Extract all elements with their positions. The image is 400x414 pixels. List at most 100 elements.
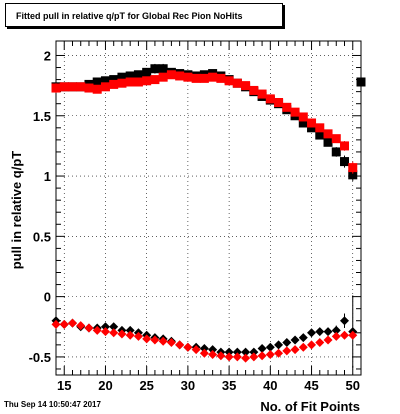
data-point bbox=[208, 345, 218, 355]
data-point bbox=[191, 73, 201, 83]
data-point bbox=[307, 123, 317, 133]
series-mean-red bbox=[51, 70, 358, 174]
data-point bbox=[51, 83, 61, 93]
x-tick-label: 50 bbox=[346, 378, 360, 393]
data-point bbox=[323, 327, 333, 337]
data-point bbox=[166, 337, 176, 347]
data-point bbox=[84, 323, 94, 333]
data-point bbox=[232, 78, 242, 88]
data-point bbox=[331, 134, 341, 144]
x-tick-label: 15 bbox=[57, 378, 71, 393]
data-point bbox=[323, 335, 333, 345]
x-axis-label: No. of Fit Points bbox=[260, 399, 360, 414]
data-point bbox=[323, 129, 333, 139]
data-point bbox=[249, 85, 259, 95]
data-point bbox=[158, 72, 168, 82]
data-point bbox=[298, 333, 308, 343]
data-point bbox=[125, 325, 135, 335]
data-point bbox=[340, 157, 350, 167]
series-outlier-black bbox=[356, 77, 366, 87]
data-point bbox=[249, 352, 259, 362]
data-point bbox=[298, 118, 308, 128]
data-point bbox=[340, 330, 350, 340]
data-point bbox=[142, 76, 152, 86]
data-point bbox=[282, 346, 292, 356]
data-point bbox=[150, 64, 160, 74]
data-point bbox=[109, 79, 119, 89]
plot-frame bbox=[55, 40, 362, 376]
data-point bbox=[109, 328, 119, 338]
data-point bbox=[117, 78, 127, 88]
x-tick-label: 20 bbox=[98, 378, 112, 393]
data-point bbox=[315, 123, 325, 133]
y-axis-label: pull in relative q/pT bbox=[9, 151, 24, 270]
y-tick-label: -0.5 bbox=[29, 350, 51, 365]
data-point bbox=[348, 330, 358, 340]
data-point bbox=[125, 77, 135, 87]
data-point bbox=[340, 316, 350, 326]
data-point bbox=[183, 342, 193, 352]
data-point bbox=[265, 94, 275, 104]
data-point bbox=[331, 147, 341, 157]
data-point bbox=[199, 73, 209, 83]
data-point bbox=[216, 73, 226, 83]
y-tick-label: 1 bbox=[44, 169, 51, 184]
data-point bbox=[224, 347, 234, 357]
data-point bbox=[109, 75, 119, 85]
y-tick-label: 0.5 bbox=[33, 229, 51, 244]
data-point bbox=[133, 77, 143, 87]
y-tick-label: 0 bbox=[44, 290, 51, 305]
data-point bbox=[274, 340, 284, 350]
x-tick-label: 45 bbox=[304, 378, 318, 393]
data-point bbox=[199, 348, 209, 358]
data-point bbox=[232, 352, 242, 362]
data-point bbox=[274, 97, 284, 107]
data-point bbox=[199, 343, 209, 353]
data-point bbox=[232, 347, 242, 357]
data-point bbox=[109, 322, 119, 332]
data-point bbox=[315, 130, 325, 140]
data-point bbox=[265, 342, 275, 352]
y-tick-label: 1.5 bbox=[33, 109, 51, 124]
data-point bbox=[183, 72, 193, 82]
data-point bbox=[175, 71, 185, 81]
plot-title: Fitted pull in relative q/pT for Global … bbox=[5, 3, 283, 27]
series-sigma-red bbox=[51, 318, 358, 363]
data-point bbox=[150, 335, 160, 345]
data-point bbox=[331, 331, 341, 341]
data-point bbox=[331, 325, 341, 335]
data-point bbox=[208, 350, 218, 360]
data-point bbox=[150, 75, 160, 85]
data-point bbox=[290, 107, 300, 117]
data-point bbox=[208, 72, 218, 82]
data-point bbox=[249, 347, 259, 357]
data-point bbox=[92, 84, 102, 94]
data-point bbox=[59, 319, 69, 329]
data-point bbox=[307, 328, 317, 338]
data-point bbox=[290, 345, 300, 355]
data-point bbox=[257, 343, 267, 353]
data-point bbox=[191, 345, 201, 355]
data-point bbox=[133, 331, 143, 341]
data-point bbox=[142, 334, 152, 344]
data-point bbox=[133, 70, 143, 80]
x-tick-label: 30 bbox=[181, 378, 195, 393]
x-tick-label: 35 bbox=[222, 378, 236, 393]
data-point bbox=[125, 71, 135, 81]
data-point bbox=[315, 327, 325, 337]
data-point bbox=[274, 348, 284, 358]
data-point bbox=[224, 76, 234, 86]
data-point bbox=[356, 77, 366, 87]
data-point bbox=[282, 337, 292, 347]
data-point bbox=[298, 112, 308, 122]
data-point bbox=[241, 81, 251, 91]
data-point bbox=[158, 64, 168, 74]
data-point bbox=[315, 337, 325, 347]
data-point bbox=[142, 67, 152, 77]
data-point bbox=[51, 319, 61, 329]
data-point bbox=[241, 347, 251, 357]
data-point bbox=[166, 70, 176, 80]
data-point bbox=[257, 89, 267, 99]
data-point bbox=[67, 82, 77, 92]
